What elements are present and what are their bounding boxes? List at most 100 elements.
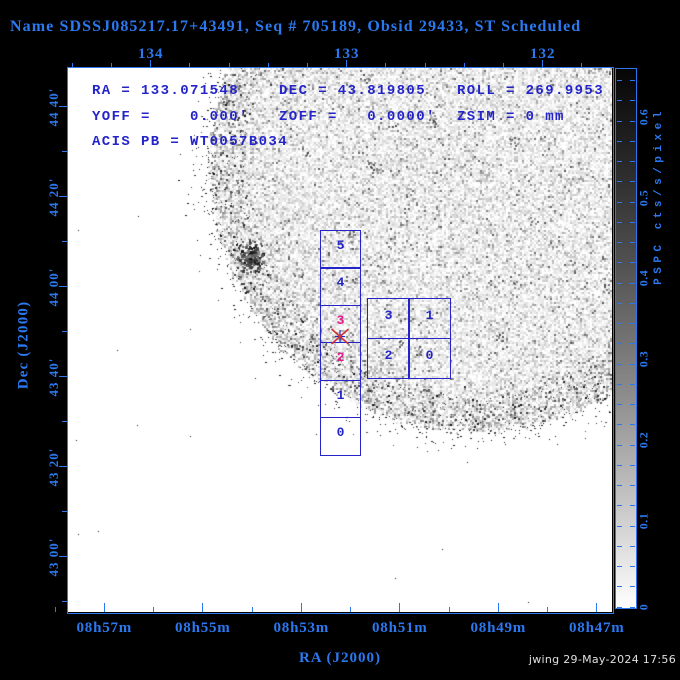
- tick-mark: [630, 485, 635, 486]
- colorbar-tick-label: 0.1: [636, 512, 651, 529]
- tick-mark: [59, 106, 68, 108]
- tick-mark: [503, 63, 504, 68]
- tick-mark: [617, 201, 622, 203]
- colorbar-tick-label: 0.3: [636, 350, 651, 368]
- tick-mark: [630, 302, 635, 304]
- tick-mark: [62, 151, 68, 153]
- tick-mark: [251, 607, 253, 612]
- tick-mark: [630, 140, 635, 142]
- tick-mark: [630, 505, 635, 507]
- tick-mark: [630, 161, 635, 162]
- colorbar-tick-label: 0.2: [636, 431, 651, 449]
- tick-mark: [581, 63, 583, 68]
- tick-mark: [630, 404, 635, 405]
- tick-mark: [59, 286, 68, 288]
- tick-mark: [630, 282, 635, 284]
- tick-mark: [103, 603, 105, 612]
- tick-mark: [630, 545, 635, 547]
- aimpoint-marker-x-icon[interactable]: [330, 327, 350, 347]
- colorbar-tick-label: 0.5: [636, 189, 651, 206]
- tick-mark: [62, 241, 68, 243]
- chip-i2[interactable]: 2: [367, 337, 410, 379]
- tick-mark: [617, 161, 622, 162]
- observation-title: Name SDSSJ085217.17+43491, Seq # 705189,…: [10, 18, 582, 35]
- tick-mark: [630, 383, 635, 385]
- tick-mark: [307, 63, 308, 68]
- top-axis-tick-label: 132: [529, 46, 556, 62]
- bottom-axis-tick-label: 08h57m: [76, 620, 133, 636]
- tick-mark: [617, 424, 622, 426]
- tick-mark: [617, 545, 622, 547]
- tick-mark: [617, 566, 622, 567]
- tick-mark: [300, 603, 302, 612]
- tick-mark: [630, 181, 635, 183]
- tick-mark: [542, 60, 544, 68]
- tick-mark: [62, 601, 68, 603]
- chip-i3[interactable]: 3: [367, 298, 410, 340]
- tick-mark: [630, 262, 635, 264]
- tick-mark: [630, 566, 635, 567]
- tick-mark: [399, 603, 401, 612]
- tick-mark: [547, 607, 548, 612]
- tick-mark: [202, 603, 204, 612]
- chip-s5[interactable]: 5: [320, 230, 361, 269]
- chip-s1[interactable]: 1: [320, 379, 361, 419]
- tick-mark: [71, 63, 73, 68]
- tick-mark: [630, 343, 635, 345]
- tick-mark: [617, 404, 622, 405]
- chip-s2[interactable]: 2: [320, 342, 361, 381]
- chip-s0[interactable]: 0: [320, 417, 361, 456]
- x-axis-title: RA (J2000): [298, 650, 382, 666]
- chip-i0-label: 0: [425, 347, 434, 363]
- colorbar: [615, 68, 637, 609]
- tick-mark: [62, 511, 68, 513]
- colorbar-tick-label: 0.6: [636, 108, 651, 125]
- chip-s4[interactable]: 4: [320, 267, 361, 306]
- top-axis-tick-label: 133: [333, 46, 360, 62]
- tick-mark: [630, 323, 635, 324]
- tick-mark: [617, 302, 622, 304]
- tick-mark: [111, 63, 112, 68]
- status-line-2: YOFF = 0.000' ZOFF = 0.0000' ZSIM = 0 mm: [92, 109, 563, 127]
- tick-mark: [617, 383, 622, 385]
- tick-mark: [630, 606, 635, 608]
- tick-mark: [267, 63, 269, 68]
- chip-i2-label: 2: [384, 347, 393, 363]
- colorbar-tick-label: 0: [636, 603, 651, 611]
- tick-mark: [617, 444, 622, 446]
- tick-mark: [630, 80, 635, 81]
- bottom-axis-tick-label: 08h49m: [470, 620, 527, 636]
- chip-i3-label: 3: [384, 308, 393, 324]
- tick-mark: [617, 181, 622, 183]
- status-acis-pb: ACIS PB = WT0057B034: [92, 134, 289, 150]
- colorbar-title: PSPC cts/s/pixel: [653, 107, 665, 285]
- tick-mark: [630, 242, 635, 243]
- tick-mark: [346, 60, 348, 68]
- tick-mark: [62, 331, 68, 333]
- tick-mark: [617, 485, 622, 486]
- tick-mark: [630, 525, 635, 527]
- tick-mark: [617, 140, 622, 142]
- tick-mark: [617, 464, 622, 466]
- tick-mark: [617, 606, 622, 608]
- chip-i0[interactable]: 0: [408, 337, 451, 379]
- acis-i-array[interactable]: 3 1 2 0: [367, 298, 451, 379]
- timestamp: jwing 29-May-2024 17:56: [528, 653, 676, 666]
- tick-mark: [189, 63, 191, 68]
- bottom-axis-tick-label: 08h47m: [568, 620, 625, 636]
- tick-mark: [59, 376, 68, 378]
- tick-mark: [62, 421, 68, 423]
- tick-mark: [228, 63, 230, 68]
- tick-mark: [59, 466, 68, 468]
- tick-mark: [617, 120, 622, 122]
- status-line-3: ACIS PB = WT0057B034: [92, 134, 287, 152]
- chip-s5-label: 5: [336, 238, 345, 253]
- tick-mark: [617, 525, 622, 527]
- tick-mark: [617, 282, 622, 284]
- tick-mark: [350, 607, 351, 612]
- chip-s0-label: 0: [336, 425, 345, 441]
- tick-mark: [463, 63, 465, 68]
- top-axis-tick-label: 134: [137, 46, 164, 62]
- chip-i1[interactable]: 1: [408, 298, 451, 340]
- tick-mark: [617, 262, 622, 264]
